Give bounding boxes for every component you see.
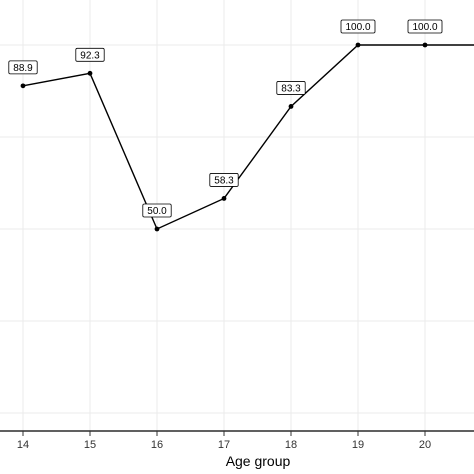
series-line: [22, 44, 474, 230]
data-label-box-3: [209, 173, 239, 187]
data-label-0: 88.9: [13, 63, 33, 74]
data-label-4: 83.3: [281, 83, 301, 94]
data-label-box-0: [8, 60, 38, 75]
data-point-6: [422, 42, 428, 48]
data-label-2: 50.0: [147, 206, 167, 217]
x-tick-label-0: 14: [17, 439, 29, 451]
data-label-1: 92.3: [80, 50, 100, 61]
data-label-box-6: [407, 19, 443, 34]
data-label-5: 100.0: [345, 22, 370, 33]
data-label-box-4: [276, 81, 306, 95]
data-point-2: [154, 226, 160, 232]
data-point-3: [221, 196, 227, 201]
data-point-4: [288, 104, 294, 109]
x-tick-label-6: 20: [419, 439, 431, 451]
data-labels: 88.9 92.3 50.0 58.3 83.3 100.0 100.0: [8, 19, 443, 218]
data-label-box-5: [340, 19, 376, 34]
x-tick-label-1: 15: [84, 439, 96, 451]
x-tick-label-5: 19: [352, 439, 364, 451]
x-tick-label-4: 18: [285, 439, 297, 451]
data-point-1: [87, 70, 93, 76]
data-label-box-2: [142, 203, 172, 218]
data-label-box-1: [75, 47, 105, 62]
x-tick-label-3: 17: [218, 439, 230, 451]
x-axis-ticks: 14 15 16 17 18 19 20: [17, 431, 431, 451]
data-point-0: [20, 83, 26, 89]
data-label-3: 58.3: [214, 175, 234, 186]
data-label-6: 100.0: [412, 22, 437, 33]
grid-lines: [0, 0, 474, 431]
data-point-5: [355, 42, 361, 48]
data-points: [20, 42, 428, 232]
x-tick-label-2: 16: [151, 439, 163, 451]
x-axis-title: Age group: [226, 453, 291, 469]
